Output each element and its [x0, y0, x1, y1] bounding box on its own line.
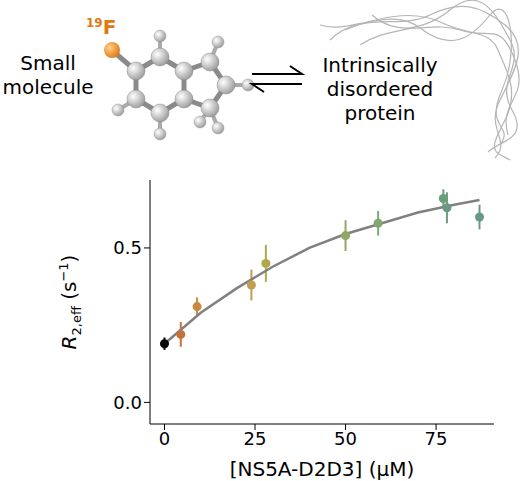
svg-text:0.5: 0.5: [113, 237, 142, 258]
html-text:R: R: [56, 335, 81, 350]
svg-text:molecule: molecule: [2, 75, 93, 99]
svg-text:25: 25: [244, 428, 267, 449]
svg-text:[NS5A-D2D3] (μM): [NS5A-D2D3] (μM): [230, 457, 415, 481]
svg-text:19F: 19F: [86, 15, 116, 39]
svg-text:Small: Small: [20, 51, 76, 75]
html-text:2,eff: 2,eff: [68, 306, 84, 336]
html-text:(s: (s: [56, 281, 81, 307]
svg-text:protein: protein: [344, 101, 415, 125]
html-text:−1: −1: [56, 262, 72, 282]
svg-text:disordered: disordered: [327, 77, 434, 101]
svg-text:75: 75: [425, 428, 448, 449]
svg-text:Intrinsically: Intrinsically: [322, 53, 437, 77]
svg-text:0.0: 0.0: [113, 392, 142, 413]
svg-text:50: 50: [334, 428, 357, 449]
svg-text:0: 0: [159, 428, 170, 449]
